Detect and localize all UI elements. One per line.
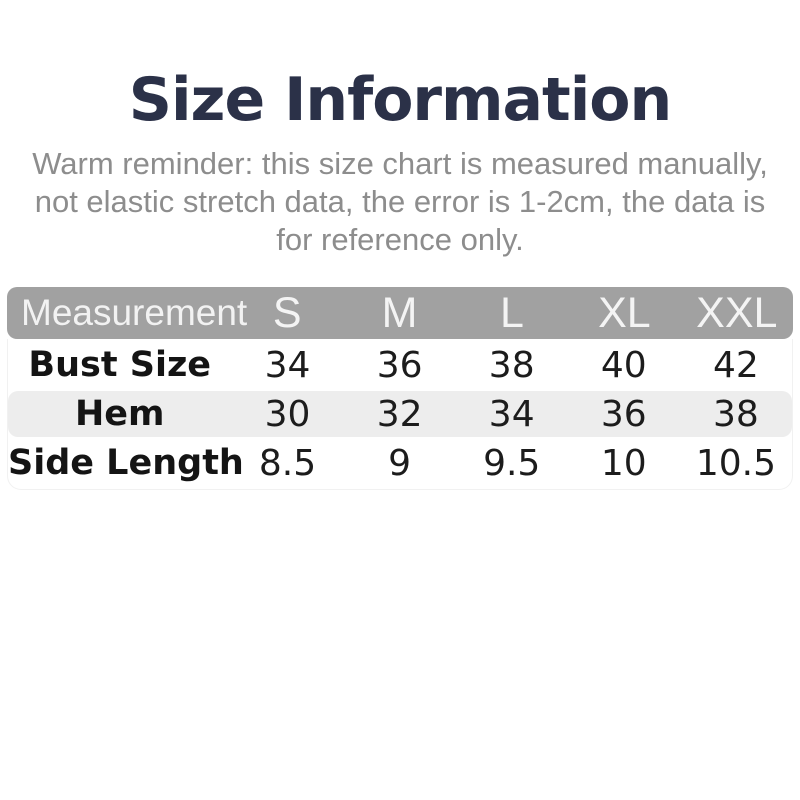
size-cell: 10: [600, 442, 647, 484]
table-row-bust-size: Bust Size 34 36 38 40 42: [8, 339, 792, 391]
reminder-line: Warm reminder: this size chart is measur…: [32, 146, 768, 181]
reminder-line: not elastic stretch data, the error is 1…: [34, 184, 766, 219]
reminder-line: for reference only.: [276, 222, 524, 257]
table-body: Bust Size 34 36 38 40 42 Hem 30 32 34 36…: [7, 339, 793, 490]
header-cell-size-xxl: XXL: [696, 288, 778, 337]
size-cell: 34: [264, 344, 311, 386]
size-cell: 30: [264, 393, 311, 435]
table-row-hem: Hem 30 32 34 36 38: [8, 391, 792, 437]
size-cell: 40: [600, 344, 647, 386]
size-cell: 36: [600, 393, 647, 435]
header-cell-size-m: M: [381, 288, 418, 337]
size-cell: 34: [488, 393, 535, 435]
header-cell-measurement: Measurement: [21, 292, 248, 333]
header-cell-size-xl: XL: [598, 288, 651, 337]
warm-reminder-note: Warm reminder: this size chart is measur…: [0, 145, 800, 259]
row-label: Hem: [74, 394, 165, 434]
size-chart-table: Measurement S M L XL XXL Bust Size 34 36…: [7, 287, 793, 490]
size-cell: 9.5: [483, 442, 541, 484]
size-cell: 9: [388, 442, 412, 484]
size-cell: 38: [713, 393, 759, 435]
page-title: Size Information: [128, 65, 672, 135]
size-cell: 38: [488, 344, 535, 386]
size-cell: 10.5: [695, 442, 777, 484]
row-label: Side Length: [8, 443, 244, 483]
size-cell: 42: [713, 344, 759, 386]
size-cell: 8.5: [258, 442, 317, 484]
row-label: Bust Size: [28, 345, 212, 385]
size-cell: 32: [376, 393, 423, 435]
table-row-side-length: Side Length 8.5 9 9.5 10 10.5: [8, 437, 792, 489]
header-cell-size-s: S: [272, 288, 302, 337]
header-cell-size-l: L: [500, 288, 524, 337]
table-header-row: Measurement S M L XL XXL: [7, 287, 793, 339]
size-cell: 36: [376, 344, 423, 386]
